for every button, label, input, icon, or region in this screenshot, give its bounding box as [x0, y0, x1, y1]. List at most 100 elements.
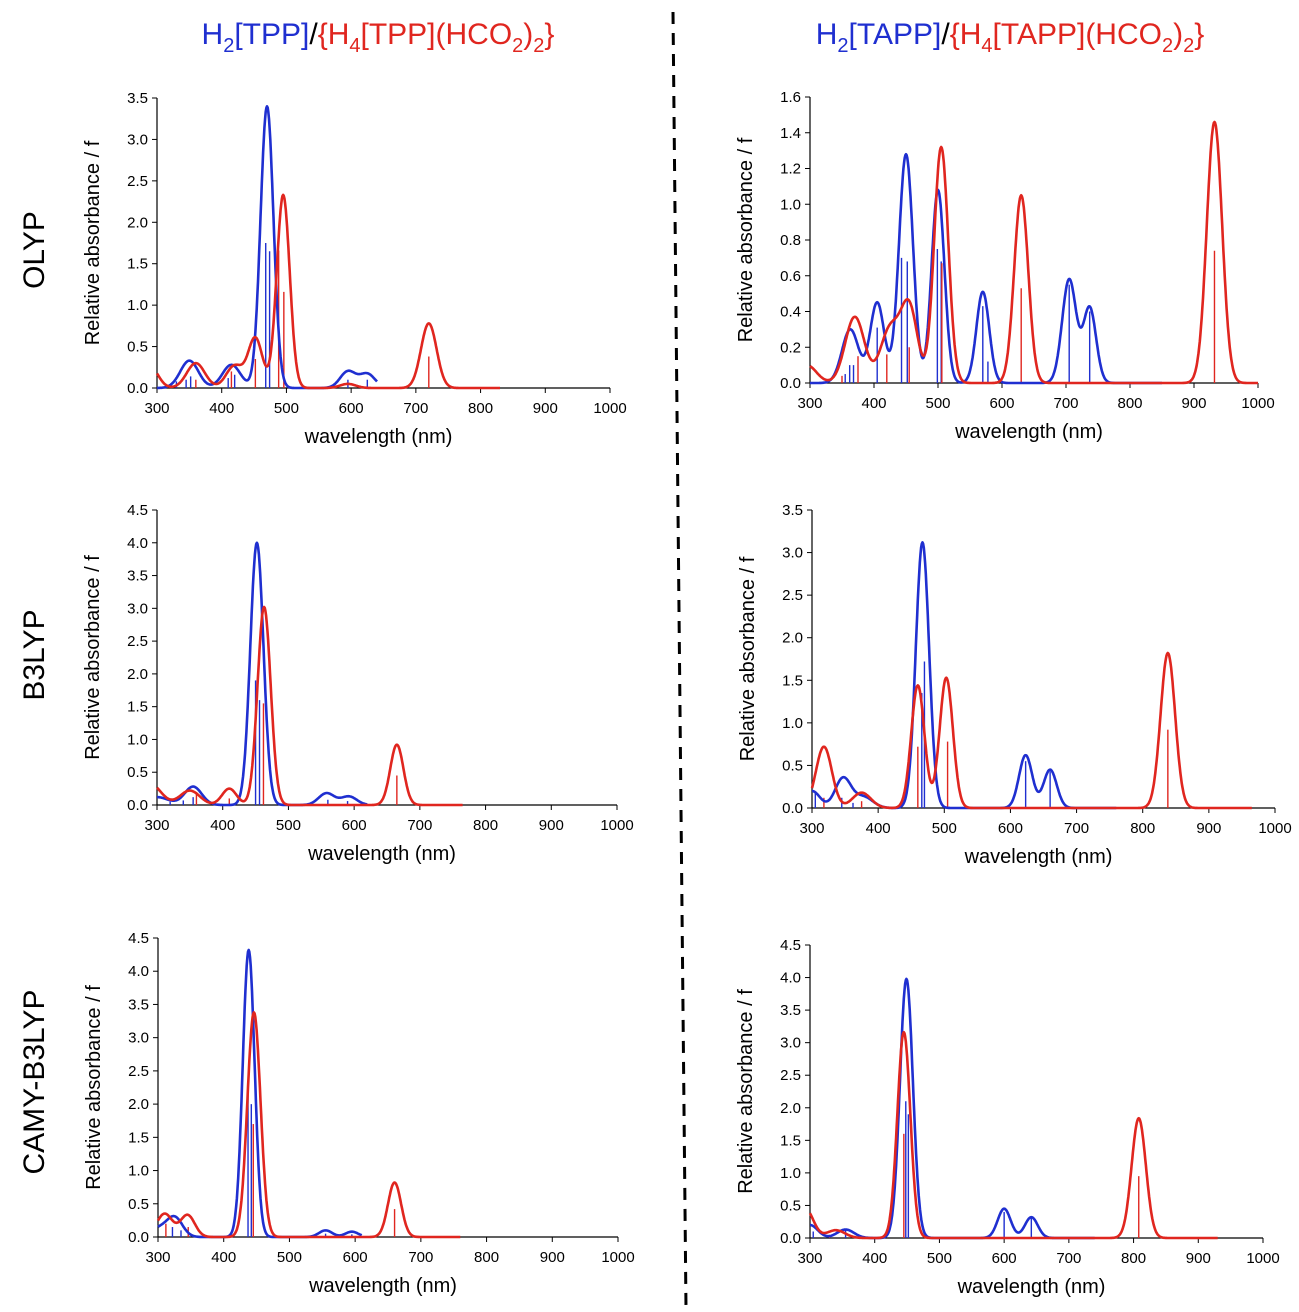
spectrum-curve-blue — [156, 541, 368, 807]
y-tick-label: 3.0 — [782, 545, 803, 562]
spectrum-curve-blue — [809, 152, 1163, 385]
title-left-separator: / — [309, 18, 318, 51]
x-tick-label: 700 — [408, 1249, 433, 1266]
y-tick-label: 0.8 — [780, 232, 801, 249]
x-tick-label: 500 — [274, 400, 299, 417]
x-tick-label: 600 — [989, 395, 1014, 412]
y-tick-label: 0.5 — [782, 757, 803, 774]
title-left-blue-part: H2[TPP] — [202, 18, 310, 57]
y-tick-label: 2.0 — [128, 1096, 149, 1113]
y-tick-label: 4.0 — [780, 970, 801, 987]
x-tick-label: 800 — [1117, 395, 1142, 412]
x-tick-label: 800 — [473, 817, 498, 834]
y-tick-label: 0.2 — [780, 339, 801, 356]
y-tick-label: 0.5 — [127, 339, 148, 356]
x-tick-label: 800 — [1121, 1250, 1146, 1267]
y-tick-label: 4.0 — [127, 535, 148, 552]
x-tick-label: 600 — [343, 1249, 368, 1266]
y-tick-label: 1.5 — [782, 672, 803, 689]
x-tick-label: 700 — [1053, 395, 1078, 412]
spectrum-curve-blue — [811, 541, 1117, 810]
title-right-separator: / — [941, 18, 950, 51]
spectrum-curve-red — [156, 1011, 461, 1239]
x-tick-label: 1000 — [1241, 395, 1274, 412]
y-tick-label: 1.5 — [780, 1132, 801, 1149]
y-tick-label: 1.0 — [782, 715, 803, 732]
x-tick-label: 900 — [540, 1249, 565, 1266]
y-tick-label: 0.5 — [128, 1196, 149, 1213]
y-tick-label: 0.0 — [127, 380, 148, 397]
x-axis-label: wavelength (nm) — [307, 843, 456, 865]
x-tick-label: 900 — [533, 400, 558, 417]
y-tick-label: 0.0 — [780, 1230, 801, 1247]
title-left-red-part: {H4[TPP](HCO2)2} — [318, 18, 555, 57]
y-axis-label: Relative absorbance / f — [735, 137, 757, 342]
y-tick-label: 0.0 — [782, 800, 803, 817]
y-tick-label: 0.0 — [127, 797, 148, 814]
y-tick-label: 4.5 — [128, 930, 149, 947]
x-tick-label: 500 — [927, 1250, 952, 1267]
x-tick-label: 700 — [1064, 820, 1089, 837]
x-tick-label: 600 — [998, 820, 1023, 837]
y-tick-label: 2.5 — [127, 633, 148, 650]
x-axis-label: wavelength (nm) — [304, 426, 453, 448]
title-right-blue-part: H2[TAPP] — [816, 18, 942, 57]
y-axis-label: Relative absorbance / f — [737, 556, 759, 761]
y-tick-label: 1.5 — [127, 256, 148, 273]
y-tick-label: 1.5 — [128, 1129, 149, 1146]
spectrum-curve-blue — [157, 948, 363, 1239]
title-right-red-part: {H4[TAPP](HCO2)2} — [950, 18, 1205, 57]
spectrum-curve-blue — [156, 105, 378, 390]
y-tick-label: 2.5 — [128, 1063, 149, 1080]
y-tick-label: 0.5 — [127, 764, 148, 781]
x-tick-label: 600 — [342, 817, 367, 834]
chart-panel-olyp-tapp: 0.0 0.2 0.4 0.6 0.8 1.0 1.2 1.4 1.6 300 400 500 600 7… — [735, 89, 1275, 443]
y-tick-label: 1.2 — [780, 161, 801, 178]
y-tick-label: 0.0 — [780, 375, 801, 392]
x-axis-label: wavelength (nm) — [954, 421, 1103, 443]
y-tick-label: 3.5 — [127, 90, 148, 107]
x-tick-label: 300 — [145, 1249, 170, 1266]
x-tick-label: 900 — [1186, 1250, 1211, 1267]
chart-panel-b3lyp-tapp: 0.0 0.5 1.0 1.5 2.0 2.5 3.0 3.5 300 400 500 600 700 8… — [737, 502, 1292, 868]
x-tick-label: 300 — [797, 395, 822, 412]
y-tick-label: 0.6 — [780, 268, 801, 285]
x-tick-label: 500 — [277, 1249, 302, 1266]
x-tick-label: 900 — [539, 817, 564, 834]
spectrum-curve-red — [156, 605, 464, 807]
y-tick-label: 1.0 — [127, 731, 148, 748]
y-tick-label: 2.5 — [782, 587, 803, 604]
y-tick-label: 4.5 — [127, 502, 148, 519]
y-axis-label: Relative absorbance / f — [735, 989, 757, 1194]
x-tick-label: 300 — [799, 820, 824, 837]
spectrum-curve-blue — [809, 977, 1096, 1240]
spectrum-curve-red — [810, 651, 1253, 810]
x-tick-label: 900 — [1181, 395, 1206, 412]
chart-panel-b3lyp-tpp: 0.0 0.5 1.0 1.5 2.0 2.5 3.0 3.5 4.0 4.5 300 400 500 6… — [82, 502, 634, 865]
charts-group: 0.0 0.5 1.0 1.5 2.0 2.5 3.0 3.5 300 400 500 600 700 8… — [82, 89, 1292, 1298]
y-tick-label: 1.4 — [780, 125, 801, 142]
x-tick-label: 800 — [468, 400, 493, 417]
y-tick-label: 3.0 — [127, 600, 148, 617]
y-tick-label: 1.0 — [128, 1163, 149, 1180]
y-axis-label: Relative absorbance / f — [82, 555, 104, 760]
x-tick-label: 300 — [797, 1250, 822, 1267]
x-tick-label: 500 — [276, 817, 301, 834]
chart-panel-camy-b3lyp-tapp: 0.0 0.5 1.0 1.5 2.0 2.5 3.0 3.5 4.0 4.5 300 400 500 6… — [735, 937, 1280, 1298]
x-tick-label: 700 — [403, 400, 428, 417]
y-tick-label: 0.5 — [780, 1197, 801, 1214]
y-tick-label: 3.0 — [127, 131, 148, 148]
y-tick-label: 2.0 — [127, 214, 148, 231]
x-tick-label: 900 — [1196, 820, 1221, 837]
y-tick-label: 1.0 — [127, 297, 148, 314]
spectrum-curve-red — [808, 1030, 1219, 1240]
x-tick-label: 300 — [144, 817, 169, 834]
y-tick-label: 3.5 — [127, 568, 148, 585]
y-tick-label: 2.0 — [780, 1100, 801, 1117]
x-tick-label: 600 — [992, 1250, 1017, 1267]
y-tick-label: 3.0 — [128, 1030, 149, 1047]
x-tick-label: 800 — [1130, 820, 1155, 837]
x-tick-label: 700 — [1056, 1250, 1081, 1267]
y-tick-label: 2.5 — [127, 173, 148, 190]
